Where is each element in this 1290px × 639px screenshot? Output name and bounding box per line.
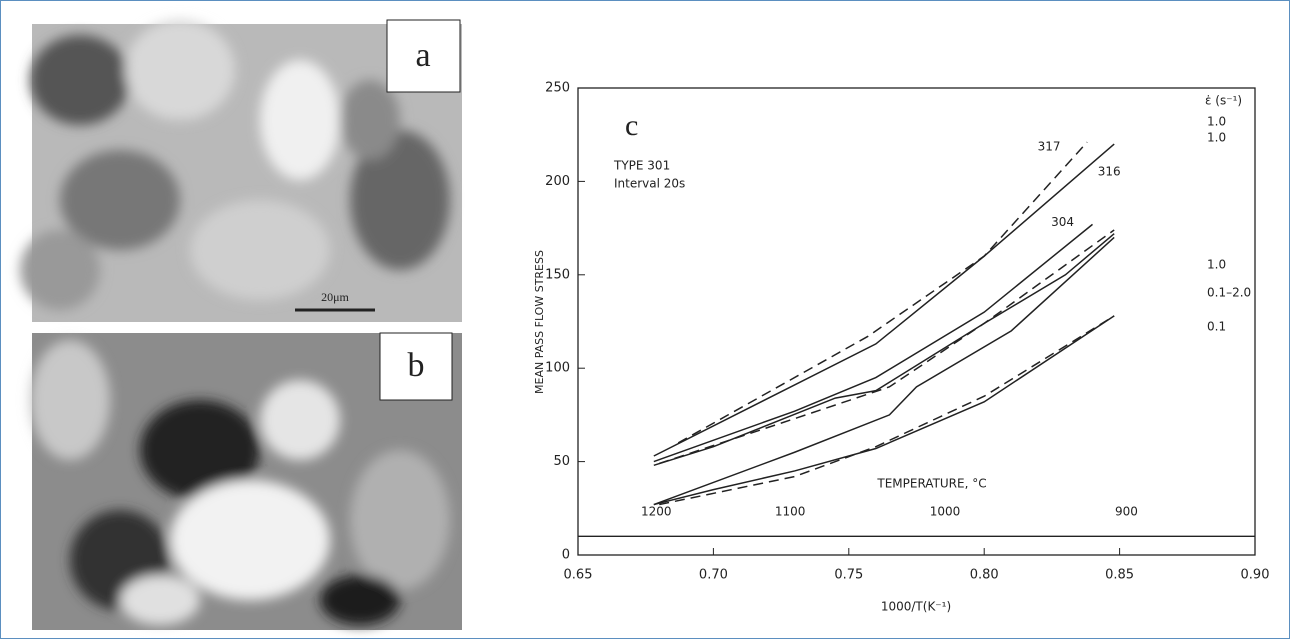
panel-label: b — [408, 347, 425, 384]
rate-label: 1.0 — [1207, 258, 1226, 272]
y-tick-label: 100 — [545, 361, 570, 376]
series-line — [653, 315, 1115, 506]
x-tick-label: 0.85 — [1105, 568, 1134, 583]
y-tick-label: 250 — [545, 81, 570, 96]
x-tick-label: 0.80 — [970, 568, 999, 583]
rate-label: 0.1–2.0 — [1207, 286, 1251, 300]
chart: c TYPE 301 Interval 20s 1000/T(K⁻¹) MEAN… — [533, 81, 1269, 614]
series-line — [653, 143, 1115, 457]
temperature-tick-label: 1000 — [930, 505, 961, 519]
panel-label: c — [625, 109, 638, 142]
temperature-axis-label: TEMPERATURE, °C — [876, 477, 986, 491]
plot-frame — [577, 87, 1256, 556]
temperature-tick-label: 1100 — [775, 505, 806, 519]
y-axis-label: MEAN PASS FLOW STRESS — [533, 250, 546, 394]
rate-label: 1.0 — [1207, 131, 1226, 145]
y-tick-label: 200 — [545, 174, 570, 189]
grains — [20, 20, 450, 310]
x-tick-label: 0.75 — [834, 568, 863, 583]
y-tick-label: 0 — [562, 548, 570, 563]
micrograph-a: 20μm a — [20, 19, 462, 322]
series-label: 304 — [1051, 215, 1074, 229]
annotation: TYPE 301 — [613, 159, 670, 173]
rate-label: 0.1 — [1207, 320, 1226, 334]
x-tick-label: 0.90 — [1241, 568, 1270, 583]
rate-header: ε̇ (s⁻¹) — [1205, 94, 1242, 108]
annotation: Interval 20s — [614, 177, 685, 191]
panel-label: a — [415, 37, 430, 74]
series-label: 316 — [1098, 165, 1121, 179]
panel-label-box — [386, 19, 461, 93]
series-line — [653, 223, 1093, 463]
y-tick-label: 150 — [545, 267, 570, 282]
micrograph-b: b — [30, 332, 462, 630]
scale-bar-label: 20μm — [321, 290, 349, 304]
grains — [30, 340, 450, 625]
series-label: 317 — [1038, 140, 1061, 154]
series-line — [653, 233, 1115, 467]
x-tick-label: 0.65 — [564, 568, 593, 583]
series-line — [659, 229, 1115, 465]
temperature-tick-label: 900 — [1115, 505, 1138, 519]
series-line — [659, 315, 1115, 506]
x-tick-label: 0.70 — [699, 568, 728, 583]
series-line — [677, 141, 1088, 444]
panel-label-box — [379, 332, 453, 401]
series-line — [653, 236, 1115, 506]
y-tick-label: 50 — [553, 454, 570, 469]
x-axis-label: 1000/T(K⁻¹) — [881, 600, 951, 614]
rate-label: 1.0 — [1207, 115, 1226, 129]
temperature-tick-label: 1200 — [641, 505, 672, 519]
